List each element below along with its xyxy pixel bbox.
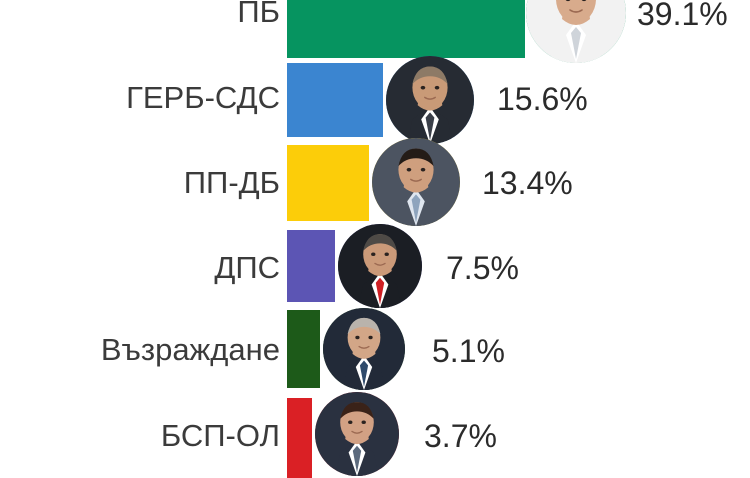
bar-row: ГЕРБ-СДС 15.6% [126, 56, 588, 144]
bar [287, 310, 320, 388]
value-label: 13.4% [482, 165, 573, 201]
value-label: 15.6% [497, 81, 588, 117]
bar-row: БСП-ОЛ 3.7% [160, 392, 497, 478]
bar-row: ПБ 39.1% [237, 0, 728, 63]
avatar-gerb-sds [386, 56, 474, 144]
portrait-illustration [338, 224, 422, 308]
category-label: ДПС [214, 250, 280, 285]
category-label: ГЕРБ-СДС [126, 80, 280, 115]
horizontal-bar-chart: ПБ 39.1% ГЕРБ-СДС 15.6% ПП-ДБ 13.4% ДПС 7.5% Въз… [100, 0, 728, 478]
bar-row: ПП-ДБ 13.4% [183, 138, 573, 226]
portrait-illustration [323, 308, 405, 390]
value-label: 3.7% [424, 418, 497, 454]
bar-row: ДПС 7.5% [214, 224, 519, 308]
avatar-dps [338, 224, 422, 308]
bar-row: Възраждане 5.1% [100, 308, 505, 390]
avatar-vazrazhdane [323, 308, 405, 390]
category-label: ПБ [237, 0, 280, 29]
bar [287, 398, 312, 478]
portrait-illustration [526, 0, 626, 63]
value-label: 39.1% [637, 0, 728, 32]
category-label: БСП-ОЛ [160, 418, 280, 453]
value-label: 7.5% [446, 250, 519, 286]
portrait-illustration [386, 56, 474, 144]
avatar-bsp-ol [315, 392, 399, 476]
category-label: Възраждане [100, 332, 280, 367]
portrait-illustration [315, 392, 399, 476]
bar [287, 0, 525, 58]
avatar-pb [526, 0, 626, 63]
avatar-pp-db [372, 138, 460, 226]
value-label: 5.1% [432, 333, 505, 369]
bar [287, 230, 335, 302]
category-label: ПП-ДБ [183, 165, 280, 200]
bar [287, 63, 383, 137]
portrait-illustration [372, 138, 460, 226]
bar [287, 145, 369, 221]
